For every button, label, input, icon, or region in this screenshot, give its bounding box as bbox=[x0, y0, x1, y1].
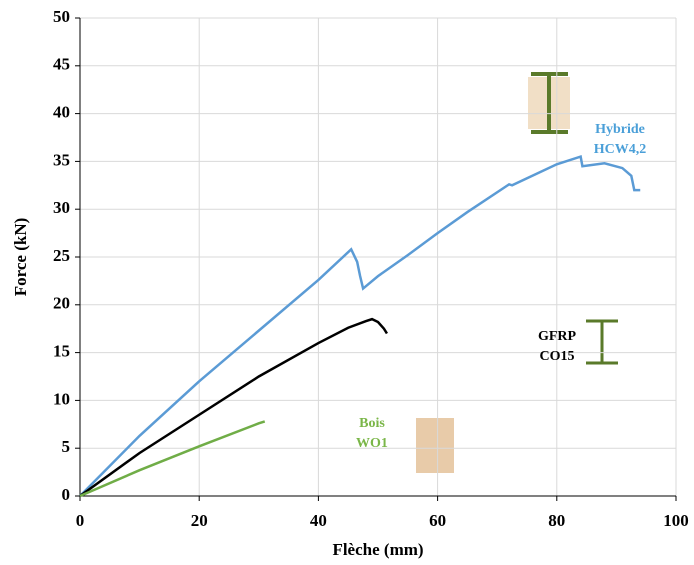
series-label: Bois bbox=[359, 416, 385, 431]
y-tick-label: 25 bbox=[53, 246, 70, 265]
x-axis-label: Flèche (mm) bbox=[332, 540, 423, 559]
x-tick-label: 20 bbox=[191, 511, 208, 530]
y-tick-label: 45 bbox=[53, 55, 70, 74]
series-label: HCW4,2 bbox=[594, 142, 647, 157]
y-tick-label: 30 bbox=[53, 198, 70, 217]
y-tick-label: 50 bbox=[53, 7, 70, 26]
line-series bbox=[79, 154, 641, 497]
series-label: CO15 bbox=[540, 349, 575, 364]
series-label: Hybride bbox=[595, 122, 645, 137]
x-tick-label: 60 bbox=[429, 511, 446, 530]
y-tick-label: 40 bbox=[53, 103, 70, 122]
series-label: WO1 bbox=[356, 436, 388, 451]
beam-icon bbox=[416, 72, 618, 473]
line-series bbox=[79, 420, 266, 498]
x-tick-label: 40 bbox=[310, 511, 327, 530]
series-label: GFRP bbox=[538, 329, 577, 344]
x-tick-label: 100 bbox=[663, 511, 689, 530]
y-tick-label: 10 bbox=[53, 389, 70, 408]
x-tick-label: 0 bbox=[76, 511, 85, 530]
y-axis-label: Force (kN) bbox=[11, 218, 30, 297]
y-tick-label: 20 bbox=[53, 294, 70, 313]
x-tick-label: 80 bbox=[548, 511, 565, 530]
line-series bbox=[79, 317, 389, 498]
y-tick-label: 0 bbox=[62, 485, 71, 504]
y-tick-label: 15 bbox=[53, 342, 70, 361]
y-tick-label: 5 bbox=[62, 437, 71, 456]
y-tick-label: 35 bbox=[53, 150, 70, 169]
